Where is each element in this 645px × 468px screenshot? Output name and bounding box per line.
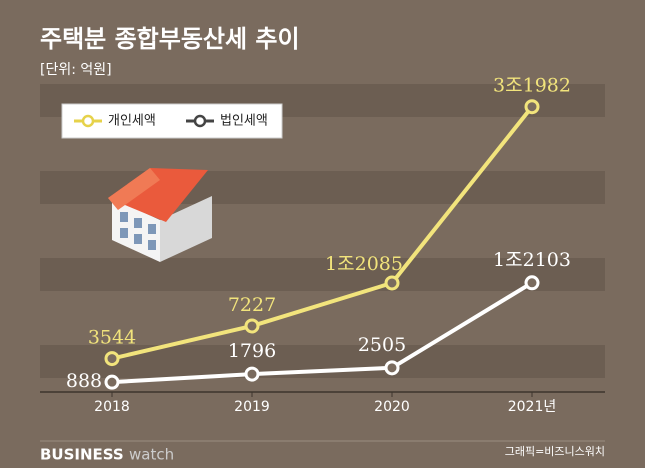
legend-marker bbox=[193, 114, 207, 128]
x-tick-label: 2020 bbox=[374, 399, 410, 415]
data-point bbox=[244, 318, 260, 334]
data-label: 3544 bbox=[88, 327, 136, 349]
house-icon bbox=[108, 168, 212, 262]
data-label: 7227 bbox=[228, 294, 276, 316]
x-tick-label: 2019 bbox=[234, 399, 270, 415]
data-point bbox=[104, 374, 120, 390]
brand: BUSINESS bbox=[40, 446, 124, 464]
legend-label: 법인세액 bbox=[220, 114, 268, 129]
data-label: 888 bbox=[66, 370, 102, 392]
x-tick-label: 2018 bbox=[94, 399, 130, 415]
data-point bbox=[384, 360, 400, 376]
data-label: 3조1982 bbox=[493, 75, 571, 97]
data-label: 1조2103 bbox=[493, 249, 571, 271]
series-line bbox=[111, 281, 534, 385]
chart-subtitle: [단위: 억원] bbox=[40, 62, 112, 78]
legend-marker bbox=[81, 114, 95, 128]
data-point bbox=[524, 99, 540, 115]
data-point bbox=[244, 366, 260, 382]
data-label: 1796 bbox=[228, 340, 276, 362]
data-point bbox=[524, 275, 540, 291]
data-label: 1조2085 bbox=[325, 253, 403, 275]
credit: 그래픽=비즈니스워치 bbox=[505, 445, 605, 458]
data-label: 2505 bbox=[358, 334, 406, 356]
brand-suffix: watch bbox=[129, 446, 174, 464]
data-point bbox=[104, 351, 120, 367]
chart-title: 주택분 종합부동산세 추이 bbox=[40, 25, 300, 53]
series-line bbox=[111, 105, 534, 361]
legend-label: 개인세액 bbox=[108, 114, 156, 129]
x-tick-label: 2021년 bbox=[508, 399, 557, 415]
data-point bbox=[384, 275, 400, 291]
